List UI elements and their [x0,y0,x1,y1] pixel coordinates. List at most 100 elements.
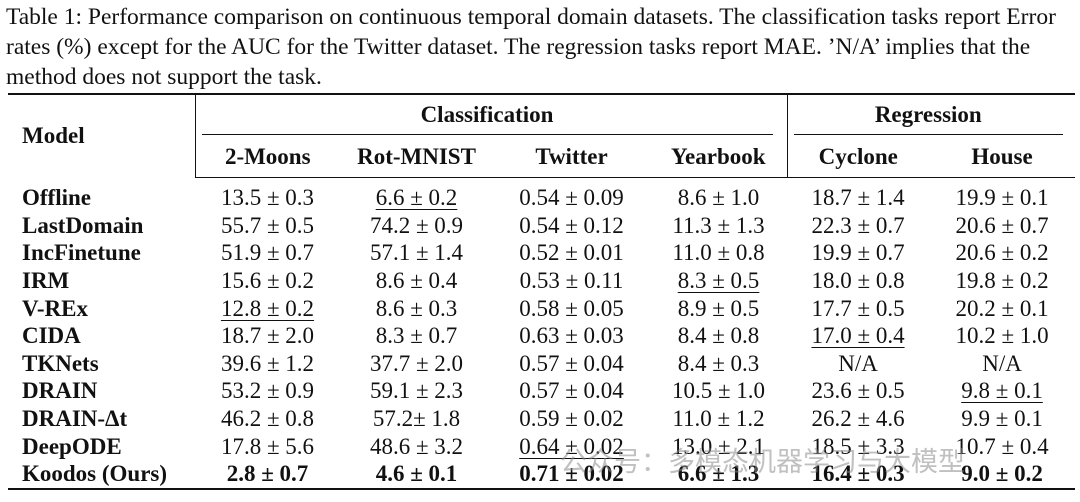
cell: 0.63 ± 0.03 [493,322,650,350]
cell: 17.0 ± 0.4 [787,322,929,350]
cell: 4.6 ± 0.1 [340,459,493,490]
table-row: Offline 13.5 ± 0.3 6.6 ± 0.2 0.54 ± 0.09 8.6… [8,178,1075,212]
table-row: LastDomain 55.7 ± 0.5 74.2 ± 0.9 0.54 ± 0.1… [8,212,1075,240]
model-name: DeepODE [22,433,122,459]
cell: 0.54 ± 0.09 [493,178,650,212]
cell: N/A [787,350,929,378]
column-header: Twitter [493,136,650,178]
table-row: Koodos (Ours) 2.8 ± 0.7 4.6 ± 0.1 0.71 ± 0.… [8,459,1076,490]
cell-value: 0.54 ± 0.09 [519,185,624,211]
cell: 17.8 ± 5.6 [195,432,340,460]
cell-value: 0.59 ± 0.02 [519,406,624,432]
cell: 18.5 ± 3.3 [787,432,929,460]
cell: 17.7 ± 0.5 [787,294,929,322]
table-row: V-REx 12.8 ± 0.2 8.6 ± 0.3 0.58 ± 0.05 8.9 ±… [8,294,1075,322]
cell-value: 8.3 ± 0.5 [677,268,760,294]
cell: 0.54 ± 0.12 [493,212,650,240]
cell: 0.57 ± 0.04 [493,350,650,378]
column-header: House [929,136,1076,178]
cell-value: 18.5 ± 3.3 [811,433,905,459]
cell-value: 10.7 ± 0.4 [955,433,1049,459]
cell-value: 8.4 ± 0.8 [677,323,760,349]
cell-value: 16.4 ± 0.3 [811,461,905,487]
cell: 16.4 ± 0.3 [787,459,930,490]
cell: 26.2 ± 4.6 [787,405,929,433]
model-name: CIDA [22,323,81,349]
cell: 2.8 ± 0.7 [195,459,340,490]
cell-value: 17.8 ± 5.6 [220,433,315,459]
cell: 0.71 ± 0.02 [493,459,650,490]
cell-value: 74.2 ± 0.9 [369,212,464,238]
cell: 11.3 ± 1.3 [650,212,787,240]
cell: 8.6 ± 1.0 [650,178,787,212]
model-header: Model [8,93,196,178]
cell-value: 39.6 ± 1.2 [220,350,315,376]
cell: 15.6 ± 0.2 [195,267,340,295]
table-row: IncFinetune 51.9 ± 0.7 57.1 ± 1.4 0.52 ± 0.… [8,239,1075,267]
cell-value: 12.8 ± 0.2 [220,295,315,321]
cell: 11.0 ± 0.8 [650,239,787,267]
column-header: Cyclone [787,136,930,178]
model-name: Koodos (Ours) [8,459,195,490]
group-header: Regression [787,93,1076,136]
cell-value: 20.2 ± 0.1 [955,295,1049,321]
model-name: DRAIN-Δt [22,406,128,432]
model-name: LastDomain [22,212,144,238]
cell: 46.2 ± 0.8 [195,405,340,433]
cell-value: 6.6 ± 0.2 [375,185,458,211]
cell-value: 9.8 ± 0.1 [961,378,1043,404]
cell: 13.0 ± 2.1 [650,432,787,460]
cell: 48.6 ± 3.2 [340,432,493,460]
cell: 53.2 ± 0.9 [195,377,340,405]
cell: 37.7 ± 2.0 [340,350,493,378]
cell: 20.6 ± 0.7 [929,212,1075,240]
model-name: V-REx [22,295,89,321]
table-body: Offline 13.5 ± 0.3 6.6 ± 0.2 0.54 ± 0.09 8.6… [8,178,1076,490]
cell: 19.9 ± 0.1 [929,178,1075,212]
cell-value: 17.7 ± 0.5 [811,295,905,321]
cell-value: 0.57 ± 0.04 [519,350,624,376]
cell: 9.0 ± 0.2 [929,459,1076,490]
cell-value: 8.4 ± 0.3 [677,350,760,376]
cell-value: 0.58 ± 0.05 [519,295,624,321]
cell-value: 59.1 ± 2.3 [369,378,464,404]
cell-value: 37.7 ± 2.0 [369,350,464,376]
table-row: TKNets 39.6 ± 1.2 37.7 ± 2.0 0.57 ± 0.04 8.4… [8,350,1075,378]
cell-value: 15.6 ± 0.2 [220,268,315,294]
cell: 9.8 ± 0.1 [929,377,1075,405]
cell-value: 26.2 ± 4.6 [811,406,905,432]
cell: 18.7 ± 2.0 [195,322,340,350]
cell: 51.9 ± 0.7 [195,239,340,267]
cell-value: 18.7 ± 2.0 [220,323,315,349]
header-row: 2-Moons Rot-MNIST Twitter Yearbook Cyclone Ho… [8,136,1076,178]
cell-value: 18.0 ± 0.8 [811,268,905,294]
cell: 8.4 ± 0.8 [650,322,787,350]
cell-value: 8.6 ± 0.3 [375,295,458,321]
cell-value: 0.64 ± 0.02 [519,433,624,459]
cell: 10.5 ± 1.0 [650,377,787,405]
cell: 55.7 ± 0.5 [195,212,340,240]
column-header: 2-Moons [195,136,340,178]
table-row: CIDA 18.7 ± 2.0 8.3 ± 0.7 0.63 ± 0.03 8.4 ± … [8,322,1075,350]
cell: 18.0 ± 0.8 [787,267,929,295]
cell-value: 19.9 ± 0.1 [955,185,1049,211]
cell-value: 55.7 ± 0.5 [220,212,315,238]
cell: 20.2 ± 0.1 [929,294,1075,322]
cell-value: 23.6 ± 0.5 [811,378,905,404]
cell-value: 46.2 ± 0.8 [220,406,315,432]
table-row: DRAIN 53.2 ± 0.9 59.1 ± 2.3 0.57 ± 0.04 10.5… [8,377,1075,405]
cell-value: 10.5 ± 1.0 [671,378,766,404]
cell: 8.6 ± 0.4 [340,267,493,295]
cell: 0.53 ± 0.11 [493,267,650,295]
cell-value: N/A [838,350,878,376]
cell-value: 9.9 ± 0.1 [961,406,1043,432]
cell: 13.5 ± 0.3 [195,178,340,212]
cell-value: 9.0 ± 0.2 [961,461,1043,487]
cell: 19.9 ± 0.7 [787,239,929,267]
cell-value: 2.8 ± 0.7 [226,461,309,487]
cell: 20.6 ± 0.2 [929,239,1075,267]
cell: 12.8 ± 0.2 [195,294,340,322]
results-table: Model Classification Regression 2-Moons R… [8,93,1076,490]
cell: 0.57 ± 0.04 [493,377,650,405]
cell: N/A [929,350,1075,378]
